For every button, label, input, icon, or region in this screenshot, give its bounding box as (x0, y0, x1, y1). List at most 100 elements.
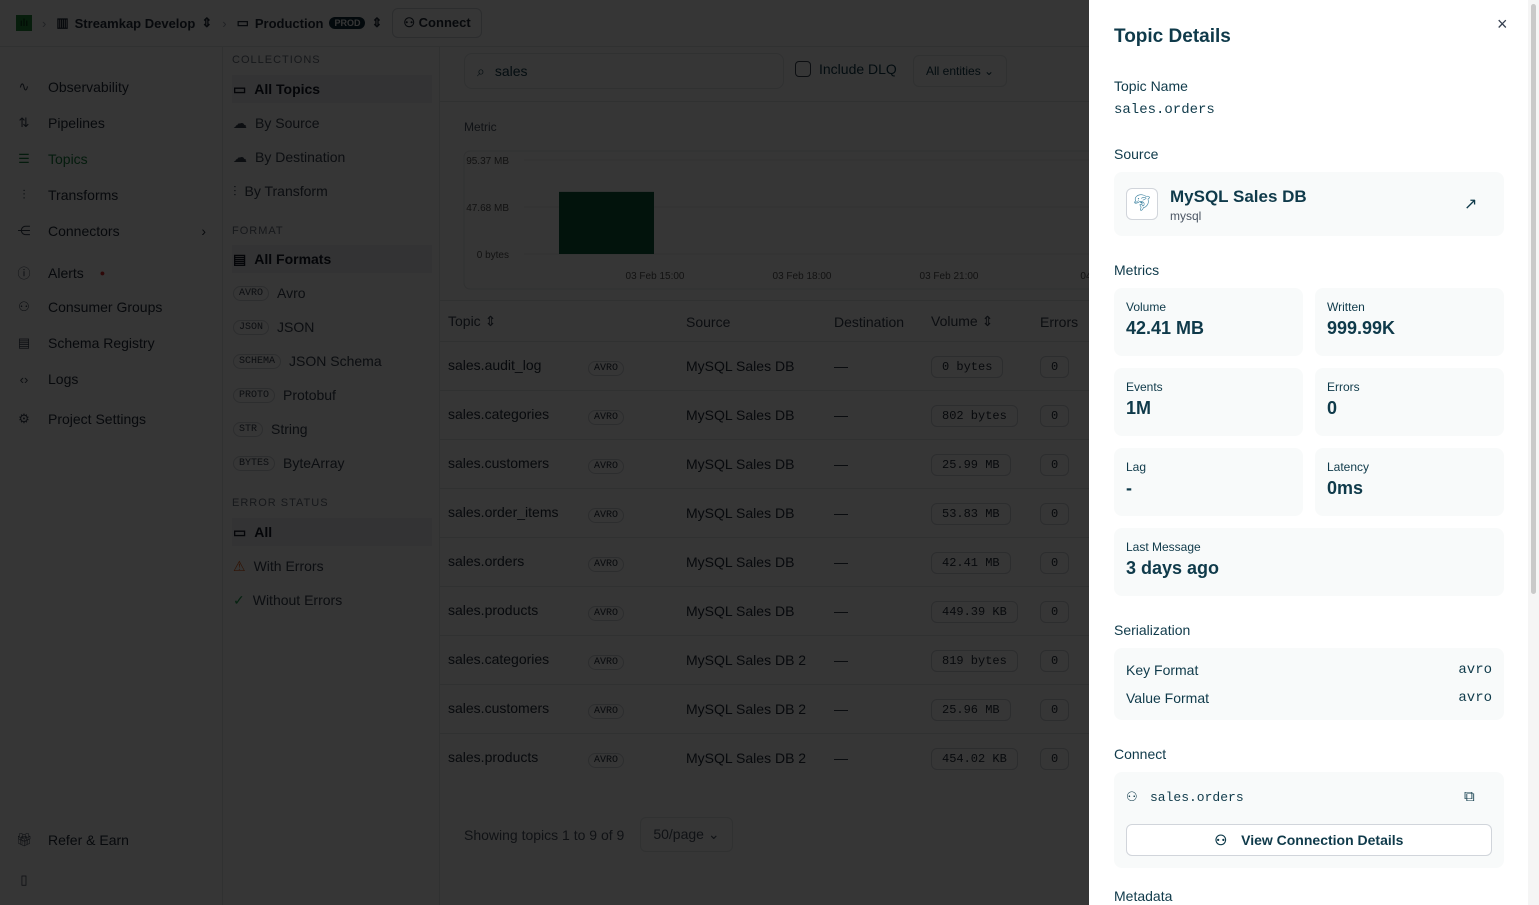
destination-cell: — (826, 634, 923, 684)
sidebar-item-alerts[interactable]: ⓘ Alerts ● (17, 264, 106, 282)
panel-title: Topic Details (1114, 26, 1231, 47)
format-badge: AVRO (588, 459, 625, 474)
col-topic[interactable]: Topic ⇕ (448, 313, 497, 330)
error-with-errors[interactable]: ⚠ With Errors (233, 557, 324, 575)
volume-bar (559, 191, 654, 254)
topic-cell: sales.products AVRO (440, 585, 678, 635)
table-row[interactable]: sales.orders AVRO MySQL Sales DB — 42.41 … (440, 536, 1089, 586)
source-type: mysql (1170, 209, 1202, 223)
per-page-select[interactable]: 50/page ⌄ (640, 817, 733, 852)
collection-all-topics[interactable]: ▭ All Topics (232, 75, 432, 103)
format-heading: FORMAT (232, 225, 284, 237)
format-protobuf[interactable]: PROTO Protobuf (232, 381, 432, 409)
format-badge: AVRO (588, 753, 625, 769)
x-tick-label: 03 Feb 15:00 (626, 271, 685, 282)
pagination: Showing topics 1 to 9 of 9 50/page ⌄ (464, 817, 733, 852)
env-switcher[interactable]: ▭ Production PROD ⇕ (236, 15, 383, 31)
errors-cell: 0 (1032, 732, 1089, 782)
source-cell: MySQL Sales DB 2 (678, 683, 826, 733)
collapse-sidebar-button[interactable]: ▯ (16, 872, 32, 888)
sidebar-item-topics[interactable]: ☰ Topics (16, 151, 88, 167)
sidebar-item-consumer-groups[interactable]: ⚇ Consumer Groups (16, 299, 162, 315)
showing-text: Showing topics 1 to 9 of 9 (464, 826, 625, 843)
copy-icon[interactable]: ⧉ (1464, 788, 1475, 805)
value-format-label: Value Format (1126, 690, 1209, 706)
collections-panel: COLLECTIONS ▭ All Topics ☁ By Source ☁ By D… (223, 47, 440, 905)
format-json-schema[interactable]: SCHEMA JSON Schema (232, 347, 432, 375)
collection-by-source[interactable]: ☁ By Source (233, 114, 320, 132)
plug-icon: ⚇ (1126, 789, 1138, 804)
table-row[interactable]: sales.customers AVRO MySQL Sales DB — 25.… (440, 438, 1089, 488)
destination-cell: — (826, 340, 923, 390)
volume-cell: 25.96 MB (923, 683, 1032, 733)
include-dlq-checkbox[interactable]: Include DLQ (795, 61, 897, 77)
destination-cell: — (826, 487, 923, 537)
source-name: MySQL Sales DB (1170, 187, 1307, 206)
topic-cell: sales.order_items AVRO (440, 487, 678, 537)
app-background-dimmed[interactable]: ılı › ▥ Streamkap Develop ⇕ › ▭ Production P… (0, 0, 1089, 905)
sidebar-item-schema-registry[interactable]: ▤ Schema Registry (17, 335, 155, 351)
topic-cell: sales.orders AVRO (440, 536, 678, 586)
table-row[interactable]: sales.categories AVRO MySQL Sales DB — 80… (440, 389, 1089, 439)
chevron-right-icon: › (201, 223, 206, 239)
topic-name-label: Topic Name (1114, 78, 1188, 94)
source-cell: MySQL Sales DB (678, 389, 826, 439)
source-cell: MySQL Sales DB 2 (678, 634, 826, 684)
sidebar-item-transforms[interactable]: ⫶ Transforms (16, 187, 118, 203)
format-avro[interactable]: AVRO Avro (232, 279, 432, 307)
error-all[interactable]: ▭ All (232, 518, 432, 546)
sidebar-item-connectors[interactable]: ⋲ Connectors › (17, 223, 207, 239)
table-row[interactable]: sales.categories AVRO MySQL Sales DB 2 — … (440, 634, 1089, 684)
serialization-card: Key Format avro Value Format avro (1114, 648, 1504, 720)
search-icon: ⌕ (477, 62, 485, 79)
destination-cell: — (826, 585, 923, 635)
entities-select[interactable]: All entities ⌄ (913, 55, 1008, 87)
volume-cell: 802 bytes (923, 389, 1032, 439)
folder-icon: ▭ (236, 15, 249, 30)
external-link-icon[interactable]: ↗ (1464, 196, 1478, 213)
sliders-icon: ⫶ (22, 187, 26, 202)
col-volume[interactable]: Volume ⇕ (931, 313, 994, 330)
volume-cell: 454.02 KB (923, 732, 1032, 782)
value-format-value: avro (1458, 690, 1492, 706)
format-string[interactable]: STR String (232, 415, 432, 443)
sidebar-item-observability[interactable]: ∿ Observability (16, 79, 129, 95)
metric-last-message: Last Message 3 days ago (1114, 528, 1504, 596)
panel-scrollbar[interactable] (1528, 0, 1539, 905)
col-source: Source (686, 313, 731, 330)
close-icon[interactable]: × (1497, 14, 1508, 34)
source-cell: MySQL Sales DB (678, 438, 826, 488)
sidebar-item-pipelines[interactable]: ⇅ Pipelines (16, 115, 105, 131)
source-cell: MySQL Sales DB (678, 585, 826, 635)
connect-button[interactable]: ⚇ Connect (392, 8, 482, 38)
format-bytearray[interactable]: BYTES ByteArray (232, 449, 432, 477)
collection-by-transform[interactable]: ⫶ By Transform (233, 182, 328, 200)
building-icon: ▥ (56, 15, 69, 30)
format-badge: AVRO (588, 508, 625, 523)
source-card[interactable]: 🐬︎ MySQL Sales DB mysql ↗ (1114, 172, 1504, 236)
table-row[interactable]: sales.order_items AVRO MySQL Sales DB — 5… (440, 487, 1089, 537)
sidebar-item-project-settings[interactable]: ⚙ Project Settings (16, 411, 146, 427)
table-row[interactable]: sales.products AVRO MySQL Sales DB — 449.… (440, 585, 1089, 635)
table-row[interactable]: sales.products AVRO MySQL Sales DB 2 — 45… (440, 732, 1089, 782)
chart-frame (463, 150, 1089, 290)
errors-cell: 0 (1032, 536, 1089, 586)
metadata-label: Metadata (1114, 888, 1173, 904)
connect-topic: sales.orders (1150, 790, 1244, 805)
format-all[interactable]: ▤ All Formats (232, 245, 432, 273)
table-row[interactable]: sales.customers AVRO MySQL Sales DB 2 — 2… (440, 683, 1089, 733)
table-row[interactable]: sales.audit_log AVRO MySQL Sales DB — 0 b… (440, 340, 1089, 390)
collection-by-destination[interactable]: ☁ By Destination (233, 148, 346, 166)
view-connection-details-button[interactable]: ⚇ View Connection Details (1126, 824, 1492, 856)
errors-cell: 0 (1032, 438, 1089, 488)
topic-cell: sales.products AVRO (440, 732, 678, 782)
error-without-errors[interactable]: ✓ Without Errors (233, 591, 343, 609)
refer-earn-link[interactable]: 🎁︎ Refer & Earn (16, 832, 129, 848)
sidebar-item-logs[interactable]: ‹› Logs (16, 371, 79, 387)
org-switcher[interactable]: ▥ Streamkap Develop ⇕ (56, 15, 213, 31)
search-input[interactable]: ⌕ sales (464, 53, 784, 89)
share-icon: ⋲ (17, 223, 31, 238)
destination-cell: — (826, 683, 923, 733)
format-json[interactable]: JSON JSON (232, 313, 432, 341)
scrollbar-thumb[interactable] (1531, 4, 1536, 594)
